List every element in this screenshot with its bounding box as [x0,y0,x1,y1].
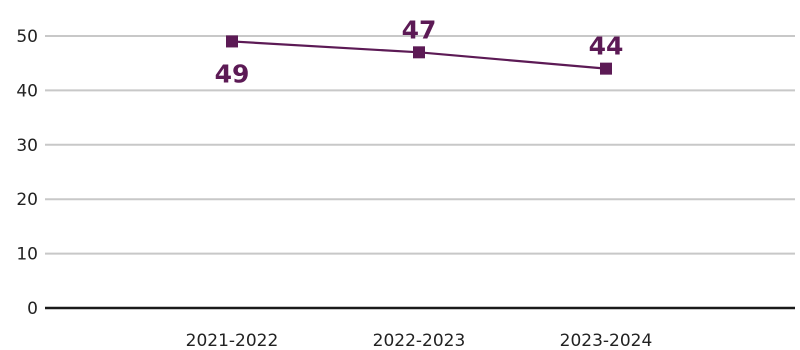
data-point-marker [600,62,612,75]
x-tick-label: 2023-2024 [560,331,653,350]
y-tick-label: 10 [16,245,38,265]
data-point-marker [226,35,238,48]
y-tick-label: 40 [16,81,38,101]
y-tick-label: 50 [16,27,38,47]
x-tick-label: 2022-2023 [373,331,466,350]
y-tick-label: 30 [16,136,38,156]
x-tick-label: 2021-2022 [186,331,279,350]
y-axis-tick-labels: 0 10 20 30 40 50 [16,27,38,319]
data-label: 49 [215,59,250,88]
data-label: 44 [589,32,624,61]
data-point-marker [413,46,425,59]
data-label: 47 [402,15,437,44]
x-axis-tick-labels: 2021-2022 2022-2023 2023-2024 [186,331,653,350]
y-tick-label: 0 [27,299,38,319]
y-tick-label: 20 [16,190,38,210]
data-labels: 49 47 44 [215,15,624,88]
series-markers [226,35,612,75]
grid-lines [45,35,795,310]
